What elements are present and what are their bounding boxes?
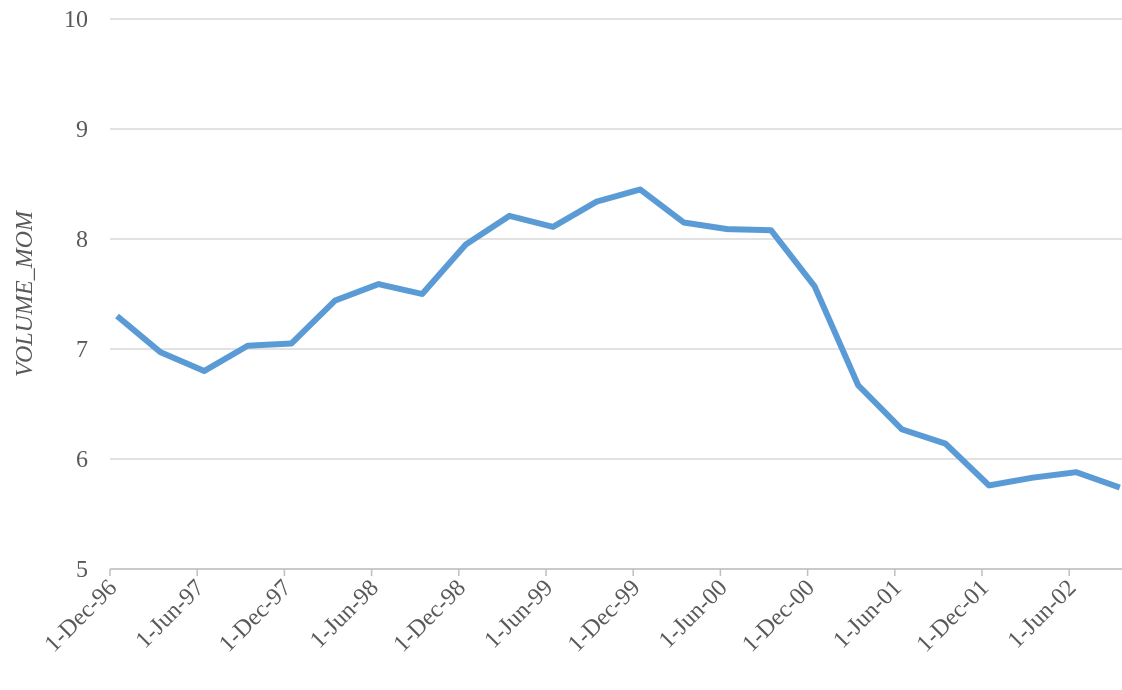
x-tick-label: 1-Jun-99 — [480, 575, 559, 654]
y-tick-label: 7 — [76, 337, 88, 363]
x-tick-label: 1-Dec-01 — [912, 575, 994, 657]
x-tick-label: 1-Jun-02 — [1003, 575, 1082, 654]
y-tick-label: 9 — [76, 117, 88, 143]
x-tick-label: 1-Dec-00 — [737, 575, 819, 657]
y-tick-label: 10 — [64, 7, 88, 33]
y-axis-label: VOLUME_MOM — [12, 209, 38, 377]
x-tick-label: 1-Dec-96 — [40, 575, 122, 657]
y-tick-label: 8 — [76, 227, 88, 253]
x-tick-label: 1-Jun-01 — [828, 575, 907, 654]
line-series — [115, 186, 1121, 491]
x-tick-label: 1-Dec-99 — [563, 575, 645, 657]
x-tick-label: 1-Jun-00 — [654, 575, 733, 654]
y-tick-label: 5 — [76, 557, 88, 583]
x-tick-label: 1-Jun-97 — [131, 575, 210, 654]
x-tick-label: 1-Dec-98 — [389, 575, 471, 657]
y-tick-label: 6 — [76, 447, 88, 473]
x-tick-label: 1-Dec-97 — [214, 575, 296, 657]
x-tick-label: 1-Jun-98 — [305, 575, 384, 654]
